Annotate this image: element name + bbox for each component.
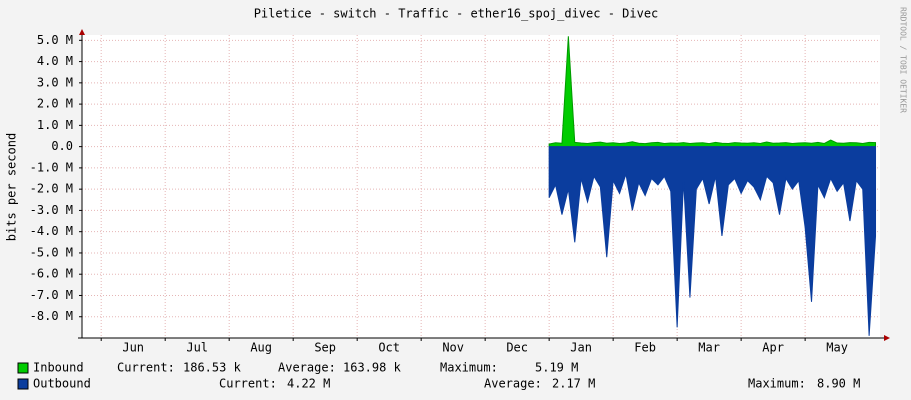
x-tick-label: Apr [762,341,784,355]
y-tick-label: -8.0 M [30,309,73,323]
legend-stat-value: 5.19 M [535,361,578,375]
y-tick-label: 3.0 M [37,75,73,89]
legend: Inbound Current: 186.53 k Average: 163.98 k M… [17,361,860,391]
legend-stat-value: 2.17 M [552,377,595,391]
legend-swatch [17,378,29,390]
y-tick-label: -7.0 M [30,288,73,302]
legend-stat-label: Maximum: [748,377,806,391]
watermark: RRDTOOL / TOBI OETIKER [899,7,908,113]
x-tick-label: Aug [250,341,272,355]
y-axis-arrow [79,29,85,35]
y-tick-label: -6.0 M [30,267,73,281]
y-tick-label: 2.0 M [37,97,73,111]
y-tick-label: 1.0 M [37,118,73,132]
y-axis-label: bits per second [5,133,19,241]
x-axis-arrow [884,335,890,341]
y-tick-label: -2.0 M [30,182,73,196]
y-tick-label: -1.0 M [30,160,73,174]
legend-stat-value: 186.53 k [183,361,242,375]
data [548,36,877,336]
y-tick-label: -5.0 M [30,245,73,259]
x-tick-label: Nov [442,341,464,355]
legend-swatch [17,362,29,374]
x-tick-label: May [826,341,848,355]
grid [82,35,880,338]
y-tick-label: 4.0 M [37,54,73,68]
legend-stat-label: Average: [484,377,542,391]
legend-stat-value: 4.22 M [287,377,330,391]
legend-stat-label: Current: [117,361,175,375]
legend-stat-value: 8.90 M [817,377,860,391]
legend-stat-label: Maximum: [440,361,498,375]
area [548,146,877,336]
legend-label: Inbound [33,361,84,375]
y-tick-label: -3.0 M [30,203,73,217]
legend-stat-label: Average: [278,361,336,375]
legend-label: Outbound [33,377,91,391]
x-tick-label: Feb [634,341,656,355]
x-tick-label: Oct [378,341,400,355]
x-tick-label: Dec [506,341,528,355]
area [548,36,877,148]
y-tick-label: 5.0 M [37,33,73,47]
x-tick-label: Jan [570,341,592,355]
y-tick-label: -4.0 M [30,224,73,238]
plot-area [82,35,880,338]
legend-stat-value: 163.98 k [343,361,402,375]
chart-title: Piletice - switch - Traffic - ether16_sp… [254,7,659,21]
axes: 5.0 M 4.0 M 3.0 M 2.0 M 1.0 M 0.0 -1.0 M -2.0 M… [30,29,890,355]
x-tick-label: Jul [186,341,208,355]
x-tick-label: Mar [698,341,720,355]
x-tick-label: Jun [122,341,144,355]
legend-stat-label: Current: [219,377,277,391]
x-tick-label: Sep [314,341,336,355]
y-tick-label: 0.0 [51,139,73,153]
